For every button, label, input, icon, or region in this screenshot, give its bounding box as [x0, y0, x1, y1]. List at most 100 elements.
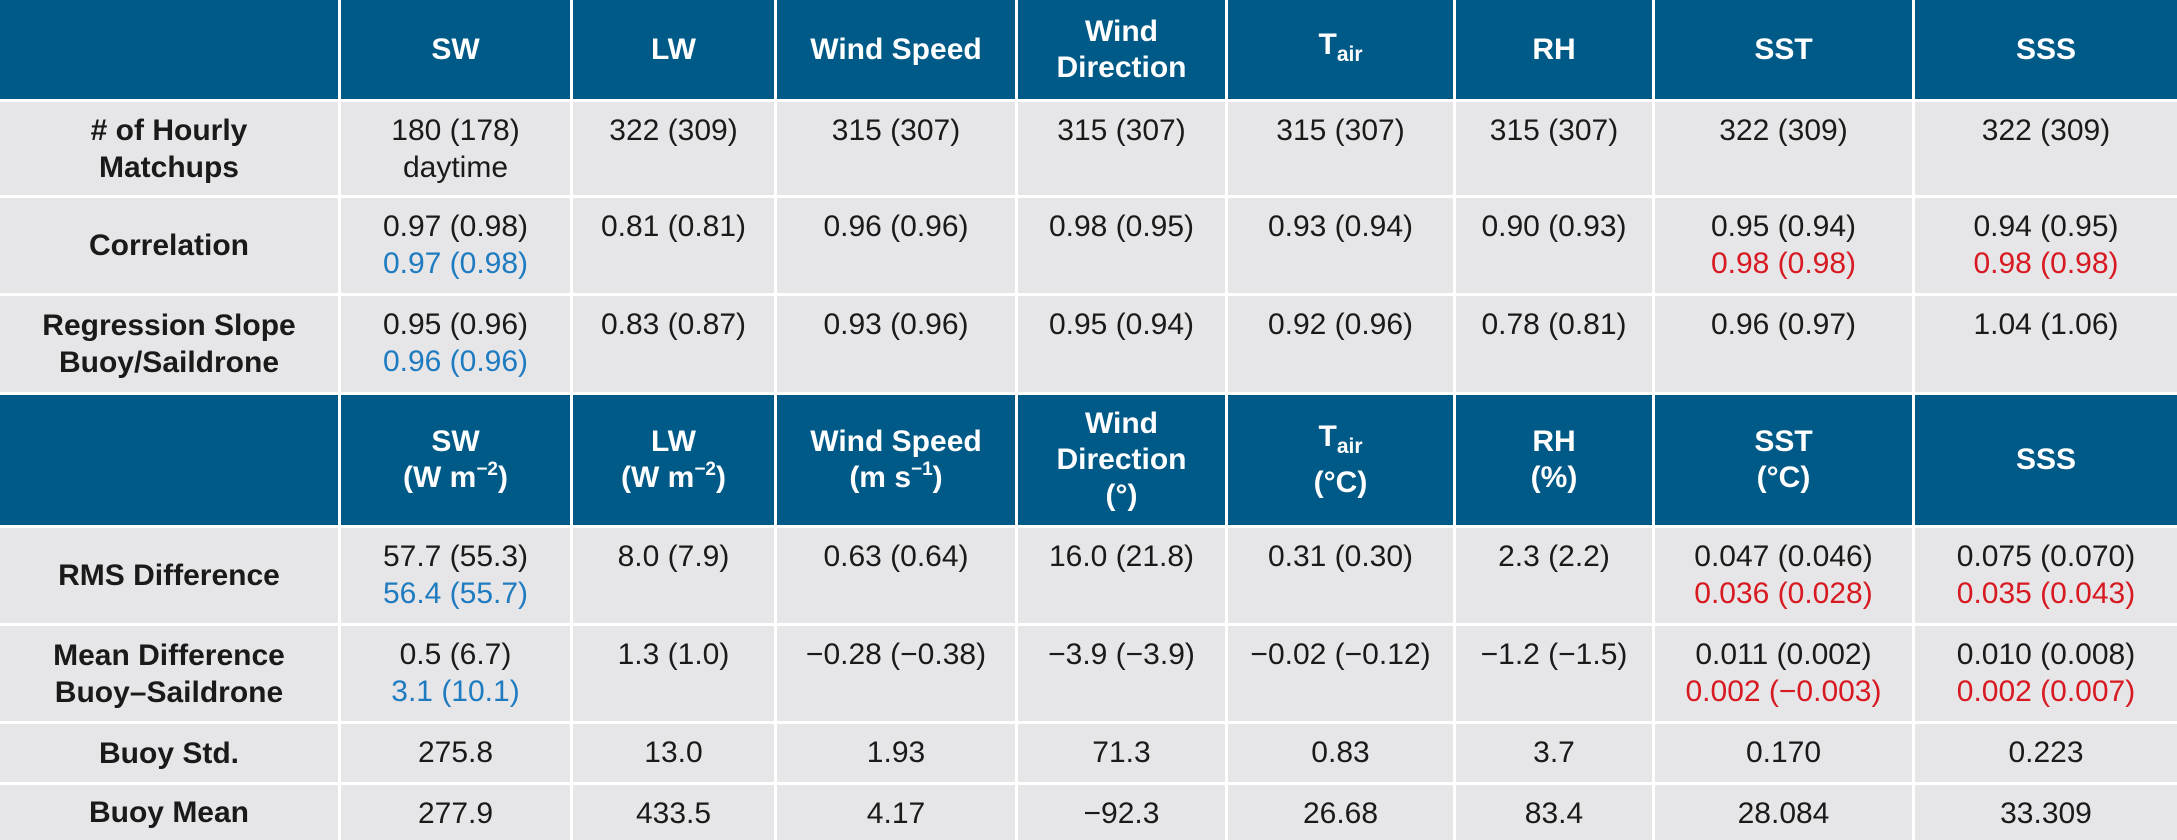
row-label: # of Hourly Matchups: [0, 102, 338, 195]
cell-value: 0.31 (0.30): [1267, 540, 1414, 573]
column-header: SST (°C): [1655, 395, 1912, 525]
cell-value: 33.309: [2000, 797, 2092, 830]
column-header: Wind Speed (m s−1): [777, 395, 1015, 525]
cell: 0.92 (0.96): [1228, 296, 1453, 392]
cell-value: 3.7: [1533, 736, 1575, 769]
header-text: ): [716, 461, 726, 494]
header-line: SW: [431, 424, 479, 460]
column-header: SW: [341, 0, 570, 99]
cell-value: 322 (309): [1981, 114, 2111, 147]
cell-value: 2.3 (2.2): [1498, 540, 1610, 573]
header-text: (m s: [849, 461, 911, 494]
cell: 315 (307): [1228, 102, 1453, 195]
row-label: Buoy Std.: [0, 724, 338, 782]
column-header: Tair (°C): [1228, 395, 1453, 525]
column-header: RH (%): [1456, 395, 1652, 525]
column-header: Tair: [1228, 0, 1453, 99]
cell-value: 26.68: [1302, 797, 1379, 830]
column-header: SW (W m−2): [341, 395, 570, 525]
cell: 315 (307): [1018, 102, 1225, 195]
cell: 0.78 (0.81): [1456, 296, 1652, 392]
header-line: Direction: [1056, 50, 1186, 86]
header-line: RH: [1532, 32, 1575, 68]
header-text: air: [1336, 435, 1363, 458]
cell: 1.3 (1.0): [573, 626, 774, 721]
cell-value: 13.0: [644, 736, 703, 769]
cell-value: 315 (307): [1276, 114, 1405, 147]
header-text: Wind: [1084, 407, 1159, 440]
cell-value: −0.02 (−0.12): [1250, 638, 1431, 671]
header-line: (m s−1): [849, 460, 942, 496]
header-line: Tair: [1318, 27, 1362, 73]
cell-value: 275.8: [417, 736, 494, 769]
header-line: RH: [1532, 424, 1575, 460]
header-line: SST: [1754, 424, 1812, 460]
header-text: ): [932, 461, 943, 494]
header-text: LW: [651, 425, 696, 458]
cell-value: 0.010 (0.008): [1956, 638, 2136, 671]
header-text: Wind Speed: [810, 425, 982, 458]
cell: 8.0 (7.9): [573, 528, 774, 623]
column-header: LW (W m−2): [573, 395, 774, 525]
cell-value: 0.95 (0.96): [382, 308, 529, 341]
cell-value: 0.94 (0.95): [1973, 210, 2119, 243]
cell-value: 0.97 (0.98): [382, 210, 529, 243]
cell-value: 0.78 (0.81): [1481, 308, 1627, 341]
header-line: Wind Speed: [810, 32, 981, 68]
cell: 315 (307): [1456, 102, 1652, 195]
row-label-line: Buoy/Saildrone: [58, 346, 280, 379]
cell: −0.02 (−0.12): [1228, 626, 1453, 721]
cell: 0.96 (0.96): [777, 198, 1015, 293]
cell: −3.9 (−3.9): [1018, 626, 1225, 721]
cell-value: daytime: [402, 151, 509, 184]
cell-value: 315 (307): [831, 114, 961, 147]
cell-value: 0.83 (0.87): [600, 308, 747, 341]
cell: 0.170: [1655, 724, 1912, 782]
cell-value: 4.17: [866, 797, 926, 830]
cell-value: 0.170: [1745, 736, 1822, 769]
header-line: (°C): [1314, 465, 1368, 501]
header-line: LW: [651, 32, 696, 68]
cell-value: 0.95 (0.94): [1048, 308, 1195, 341]
cell-value: 0.96 (0.97): [1710, 308, 1857, 341]
cell: 0.96 (0.97): [1655, 296, 1912, 392]
cell-value: 0.047 (0.046): [1694, 540, 1873, 573]
cell-value: 0.5 (6.7): [399, 638, 512, 671]
cell-value: 0.90 (0.93): [1481, 210, 1627, 243]
cell-value: 0.98 (0.98): [1710, 247, 1857, 280]
header-text: Direction: [1056, 443, 1187, 476]
header-line: Wind: [1085, 406, 1158, 442]
cell-value: 57.7 (55.3): [382, 540, 529, 573]
cell-value: 0.92 (0.96): [1267, 308, 1414, 341]
cell-value: 0.98 (0.95): [1048, 210, 1195, 243]
header-text: Wind Speed: [810, 32, 982, 66]
cell-value: 3.1 (10.1): [391, 675, 520, 708]
cell-value: 83.4: [1524, 797, 1584, 830]
row-label-line: Buoy Mean: [88, 796, 250, 829]
cell-value: 1.04 (1.06): [1973, 308, 2119, 341]
header-line: Tair: [1318, 419, 1362, 465]
header-text: −2: [476, 459, 498, 480]
cell: 28.084: [1655, 785, 1912, 840]
cell: −1.2 (−1.5): [1456, 626, 1652, 721]
header-text: (W m: [403, 461, 477, 494]
cell: 1.04 (1.06): [1915, 296, 2177, 392]
header-text: air: [1336, 42, 1363, 66]
header-text: −2: [694, 459, 716, 480]
cell: 322 (309): [1655, 102, 1912, 195]
cell: 0.95 (0.96) 0.96 (0.96): [341, 296, 570, 392]
cell: 71.3: [1018, 724, 1225, 782]
row-label-line: Mean Difference: [53, 638, 285, 672]
column-header: SSS: [1915, 0, 2177, 99]
cell-value: 56.4 (55.7): [382, 577, 529, 610]
row-label: Buoy Mean: [0, 785, 338, 840]
row-label: RMS Difference: [0, 528, 338, 623]
cell: 57.7 (55.3) 56.4 (55.7): [341, 528, 570, 623]
header-corner: [0, 0, 338, 99]
cell-value: 0.036 (0.028): [1694, 577, 1873, 610]
header-line: (W m−2): [621, 460, 726, 496]
cell: 16.0 (21.8): [1018, 528, 1225, 623]
cell-value: 315 (307): [1489, 114, 1619, 147]
cell-value: 0.96 (0.96): [382, 345, 529, 378]
cell-value: −92.3: [1083, 797, 1160, 830]
